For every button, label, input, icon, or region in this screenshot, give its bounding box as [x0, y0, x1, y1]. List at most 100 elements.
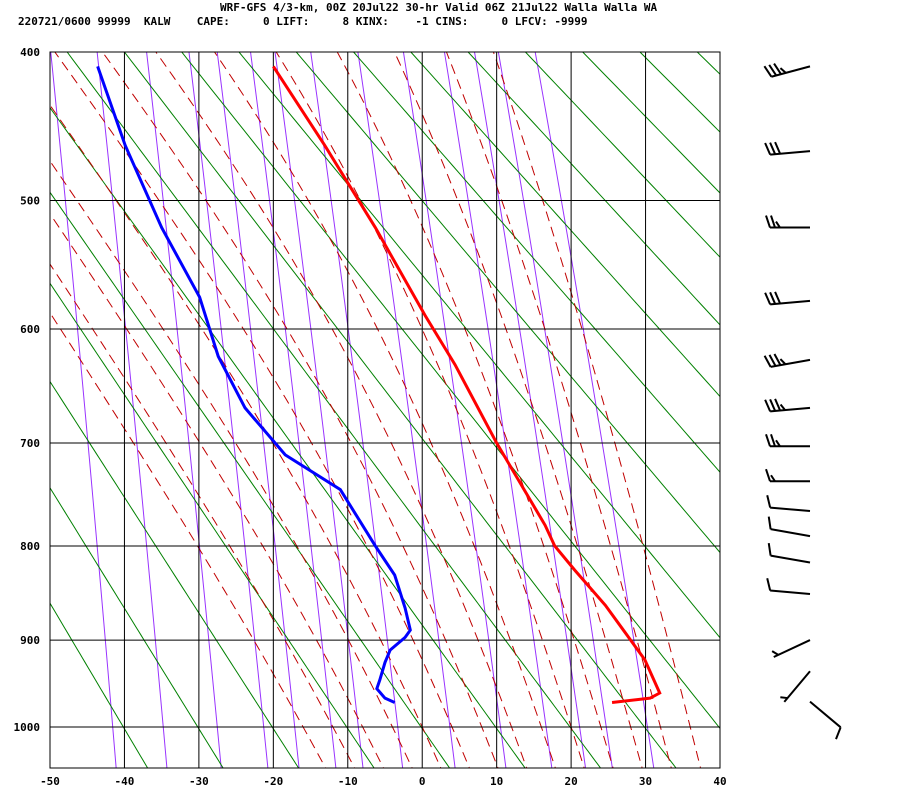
barb-staff	[770, 554, 811, 564]
barb-staff	[770, 406, 811, 413]
barb-staff	[770, 150, 811, 156]
barb-flag	[769, 142, 777, 155]
dry-adiabat-line	[295, 52, 720, 554]
mixing-ratio-line	[146, 52, 222, 768]
barb-flag	[768, 354, 777, 367]
dry-adiabat-line	[238, 52, 720, 639]
x-tick-label: 10	[490, 775, 503, 788]
barb-staff	[770, 299, 811, 306]
moist-adiabat-line	[54, 52, 470, 768]
dry-adiabat-line	[352, 52, 720, 473]
dry-adiabat-line	[50, 282, 375, 768]
barb-flag	[774, 398, 782, 411]
moist-adiabat-line	[213, 52, 556, 768]
dry-adiabat-line	[123, 52, 677, 768]
y-tick-label: 1000	[14, 721, 41, 734]
temperature-trace	[272, 65, 662, 704]
y-tick-label: 800	[20, 540, 40, 553]
barb-flag	[767, 516, 772, 530]
plot-frame	[49, 51, 721, 769]
mixing-ratio-line	[443, 52, 553, 768]
barb-flag	[779, 358, 787, 365]
chart-title: WRF-GFS 4/3-km, 00Z 20Jul22 30-hr Valid …	[220, 1, 658, 14]
wind-barb	[809, 700, 842, 740]
barb-staff	[771, 65, 811, 78]
sounding-indices: 220721/0600 99999 KALW CAPE: 0 LIFT: 8 K…	[18, 15, 588, 28]
dry-adiabat-line	[524, 52, 720, 258]
moist-adiabat-line	[336, 52, 614, 768]
dry-adiabat-line	[50, 380, 300, 768]
barb-flag	[768, 64, 778, 76]
barb-staff	[770, 589, 811, 596]
moist-adiabat-line	[101, 52, 499, 768]
dry-adiabat-line	[50, 486, 224, 768]
barb-flag	[770, 474, 776, 482]
barb-flag	[773, 353, 782, 366]
barb-staff	[770, 506, 811, 513]
moist-adiabat-line	[393, 52, 643, 768]
wind-barb	[763, 63, 811, 78]
wind-barb	[766, 577, 811, 596]
barb-flag	[765, 215, 771, 228]
mixing-ratio-line	[250, 52, 337, 768]
barb-flag	[773, 63, 782, 75]
wind-barb	[765, 468, 810, 483]
barb-flag	[770, 433, 776, 447]
dry-adiabat-line	[581, 52, 720, 194]
dry-adiabat-line	[50, 191, 451, 768]
mixing-ratio-line	[188, 52, 269, 768]
y-tick-label: 900	[20, 634, 40, 647]
x-tick-label: -40	[115, 775, 135, 788]
moist-adiabat-line	[492, 52, 702, 768]
moist-adiabat-line	[445, 52, 672, 768]
moist-adiabat-line	[50, 212, 384, 768]
barb-flag	[770, 215, 776, 228]
mixing-ratio-line	[474, 52, 587, 768]
dry-adiabat-line	[410, 52, 720, 398]
moist-adiabat-line	[50, 311, 327, 768]
barb-flag	[769, 291, 777, 305]
mixing-ratio-line	[402, 52, 507, 768]
x-tick-label: -30	[189, 775, 209, 788]
dry-adiabat-line	[66, 52, 602, 768]
barb-flag	[780, 696, 788, 700]
mixing-ratio-line	[274, 52, 364, 768]
x-tick-label: -20	[263, 775, 283, 788]
barb-flag	[766, 495, 772, 508]
y-tick-label: 400	[20, 46, 40, 59]
mixing-ratio-line	[96, 52, 168, 768]
barb-flag	[775, 221, 781, 229]
barb-staff	[809, 700, 842, 729]
moist-adiabat-line	[50, 104, 442, 768]
barb-flag	[774, 141, 782, 155]
moist-adiabat-line	[50, 160, 413, 768]
barb-flag	[764, 399, 772, 412]
moist-adiabat-line	[275, 52, 585, 768]
wind-barb	[763, 353, 811, 368]
x-tick-label: 0	[419, 775, 426, 788]
mixing-ratio-line	[497, 52, 613, 768]
moist-adiabat-line	[155, 52, 528, 768]
barb-staff	[773, 639, 811, 658]
mixing-ratio-line	[310, 52, 404, 768]
wind-barb	[771, 639, 811, 658]
wind-barb	[764, 398, 811, 413]
mixing-ratio-line	[534, 52, 655, 768]
dewpoint-trace	[96, 65, 412, 704]
wind-barb	[766, 495, 811, 513]
barb-staff	[770, 358, 811, 368]
barb-flag	[764, 292, 772, 305]
x-tick-label: -10	[338, 775, 358, 788]
y-tick-label: 600	[20, 323, 40, 336]
y-tick-label: 700	[20, 437, 40, 450]
x-tick-label: -50	[40, 775, 60, 788]
mixing-ratio-line	[50, 52, 117, 768]
wind-barb	[780, 670, 811, 703]
mixing-ratio-line	[216, 52, 300, 768]
dry-adiabat-line	[737, 36, 900, 776]
x-tick-label: 40	[713, 775, 726, 788]
wind-barb	[764, 291, 811, 306]
barb-flag	[779, 67, 787, 74]
x-tick-label: 30	[639, 775, 652, 788]
barb-flag	[765, 433, 771, 447]
